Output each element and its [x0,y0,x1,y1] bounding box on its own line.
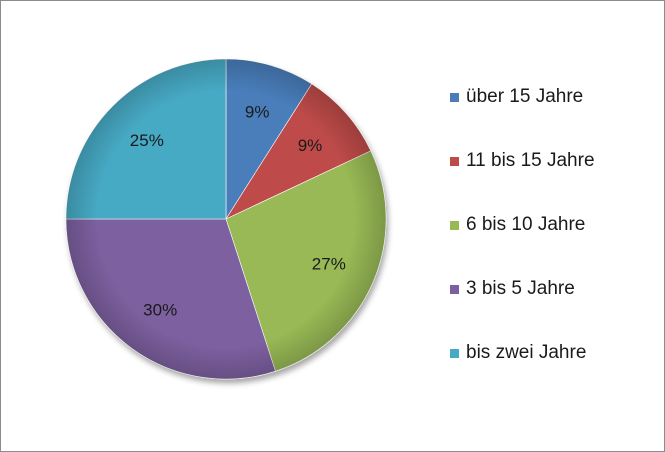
legend-label: 11 bis 15 Jahre [466,150,595,171]
slice-value-label: 25% [130,131,164,150]
legend-label: 3 bis 5 Jahre [466,278,575,299]
pie-slices [65,58,387,380]
pie-value-labels: 9% 9% 27% 30% 25% [130,102,346,319]
legend-swatch [450,221,459,230]
legend-label: 6 bis 10 Jahre [466,214,586,235]
legend-label: über 15 Jahre [466,86,584,107]
slice-value-label: 9% [245,102,270,121]
legend-swatch [450,93,459,102]
legend-swatch [450,285,459,294]
legend-swatch [450,349,459,358]
legend-label: bis zwei Jahre [466,342,587,363]
slice-value-label: 9% [298,136,323,155]
slice-value-label: 30% [143,301,177,320]
slice-value-label: 27% [312,255,346,274]
legend-swatch [450,157,459,166]
